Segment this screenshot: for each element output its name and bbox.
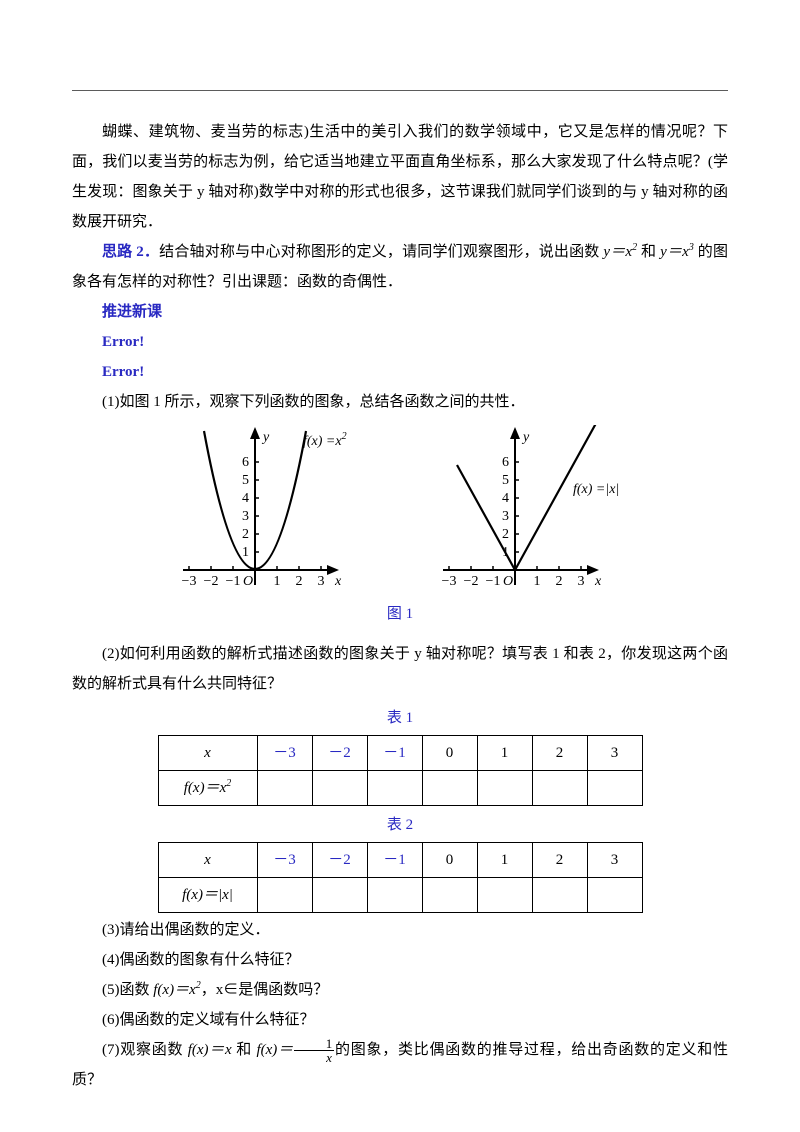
svg-text:−3: −3	[182, 574, 197, 589]
svg-text:−1: −1	[226, 574, 241, 589]
t2-x-4: 1	[477, 843, 532, 878]
question-1: (1)如图 1 所示，观察下列函数的图象，总结各函数之间的共性．	[72, 387, 728, 417]
svg-text:4: 4	[502, 491, 509, 506]
figures-row: −3 −2 −1 O 1 2 3 x 1 2 3 4 5	[72, 425, 728, 597]
svg-text:3: 3	[242, 509, 249, 524]
t2-x-6: 3	[587, 843, 642, 878]
page: 蝴蝶、建筑物、麦当劳的标志)生活中的美引入我们的数学领域中，它又是怎样的情况呢？…	[0, 0, 800, 1132]
svg-text:O: O	[243, 574, 253, 589]
svg-text:−2: −2	[464, 574, 479, 589]
math-fx-1overx: f(x)＝	[256, 1042, 293, 1058]
svg-text:2: 2	[556, 574, 563, 589]
silu2-label: 思路 2．	[102, 244, 159, 260]
svg-text:2: 2	[242, 527, 249, 542]
t2-x-1: －2	[312, 843, 367, 878]
header-rule	[72, 90, 728, 91]
math-fx-x2: f(x)＝x2	[153, 982, 200, 998]
q7-a: (7)观察函数	[102, 1042, 188, 1058]
t2-x-2: －1	[367, 843, 422, 878]
svg-text:5: 5	[502, 473, 509, 488]
svg-text:f(x) =|x|: f(x) =|x|	[573, 482, 619, 497]
svg-text:−3: −3	[442, 574, 457, 589]
question-2: (2)如何利用函数的解析式描述函数的图象关于 y 轴对称呢？填写表 1 和表 2…	[72, 639, 728, 699]
svg-text:4: 4	[242, 491, 249, 506]
table-1-f: f(x)＝x2	[184, 780, 231, 796]
question-5: (5)函数 f(x)＝x2，x∈是偶函数吗？	[72, 975, 728, 1005]
table-row: f(x)＝x2	[158, 771, 642, 806]
para-silu2: 思路 2．结合轴对称与中心对称图形的定义，请同学们观察图形，说出函数 y＝x2 …	[72, 237, 728, 297]
question-3: (3)请给出偶函数的定义．	[72, 915, 728, 945]
t2-x-3: 0	[422, 843, 477, 878]
error-1: Error!	[72, 327, 728, 357]
table-1: x －3 －2 －1 0 1 2 3 f(x)＝x2	[158, 735, 643, 806]
table-2: x －3 －2 －1 0 1 2 3 f(x)＝|x|	[158, 842, 643, 913]
svg-text:1: 1	[534, 574, 541, 589]
t1-x-2: －1	[367, 736, 422, 771]
math-fx-x: f(x)＝x	[188, 1042, 232, 1058]
t2-x-5: 2	[532, 843, 587, 878]
t2-x-0: －3	[257, 843, 312, 878]
figure-1-caption: 图 1	[72, 599, 728, 629]
svg-text:−1: −1	[486, 574, 501, 589]
svg-text:2: 2	[502, 527, 509, 542]
math-yx3: y＝x3	[660, 244, 694, 260]
svg-text:−2: −2	[204, 574, 219, 589]
svg-text:3: 3	[318, 574, 325, 589]
table-2-f: f(x)＝|x|	[182, 887, 233, 903]
table-row: x －3 －2 －1 0 1 2 3	[158, 843, 642, 878]
svg-text:y: y	[261, 430, 270, 445]
svg-text:3: 3	[578, 574, 585, 589]
svg-text:1: 1	[274, 574, 281, 589]
table-row: f(x)＝|x|	[158, 878, 642, 913]
table-row: x －3 －2 －1 0 1 2 3	[158, 736, 642, 771]
svg-text:O: O	[503, 574, 513, 589]
table-1-caption: 表 1	[72, 703, 728, 733]
para-intro: 蝴蝶、建筑物、麦当劳的标志)生活中的美引入我们的数学领域中，它又是怎样的情况呢？…	[72, 117, 728, 237]
svg-text:x: x	[594, 574, 602, 589]
svg-text:6: 6	[242, 455, 249, 470]
question-6: (6)偶函数的定义域有什么特征？	[72, 1005, 728, 1035]
fraction-1-over-x: 1x	[294, 1037, 335, 1064]
question-4: (4)偶函数的图象有什么特征？	[72, 945, 728, 975]
question-7: (7)观察函数 f(x)＝x 和 f(x)＝1x的图象，类比偶函数的推导过程，给…	[72, 1035, 728, 1095]
svg-text:1: 1	[242, 545, 249, 560]
t1-x-3: 0	[422, 736, 477, 771]
push-new: 推进新课	[72, 297, 728, 327]
svg-text:3: 3	[502, 509, 509, 524]
q5-a: (5)函数	[102, 982, 153, 998]
svg-text:f(x) =x2: f(x) =x2	[303, 431, 347, 449]
t1-x-4: 1	[477, 736, 532, 771]
t1-x-6: 3	[587, 736, 642, 771]
error-2: Error!	[72, 357, 728, 387]
table-2-caption: 表 2	[72, 810, 728, 840]
svg-text:y: y	[521, 430, 530, 445]
svg-text:2: 2	[296, 574, 303, 589]
t1-x-1: －2	[312, 736, 367, 771]
chart-abs: −3 −2 −1 O 1 2 3 x 1 2 3 4 5 6 y	[415, 425, 645, 597]
q5-b: ，x∈是偶函数吗？	[201, 982, 329, 998]
silu2-text-b: 和	[637, 244, 660, 260]
silu2-text-a: 结合轴对称与中心对称图形的定义，请同学们观察图形，说出函数	[159, 244, 603, 260]
chart-parabola: −3 −2 −1 O 1 2 3 x 1 2 3 4 5	[155, 425, 385, 597]
table-1-x: x	[204, 745, 211, 761]
math-yx2: y＝x2	[603, 244, 637, 260]
table-2-x: x	[204, 852, 211, 868]
svg-text:6: 6	[502, 455, 509, 470]
svg-text:5: 5	[242, 473, 249, 488]
content: 蝴蝶、建筑物、麦当劳的标志)生活中的美引入我们的数学领域中，它又是怎样的情况呢？…	[72, 117, 728, 1095]
svg-text:x: x	[334, 574, 342, 589]
q7-b: 和	[232, 1042, 257, 1058]
t1-x-0: －3	[257, 736, 312, 771]
t1-x-5: 2	[532, 736, 587, 771]
